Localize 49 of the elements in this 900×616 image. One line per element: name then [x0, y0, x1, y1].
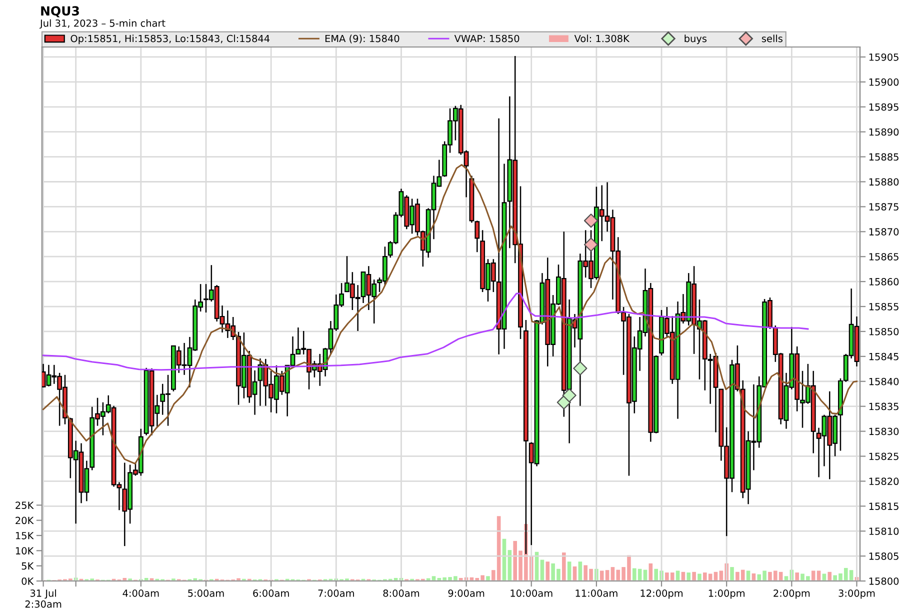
y-tick-label: 15885	[869, 153, 898, 161]
y-tick-label: 15805	[869, 552, 898, 560]
y-tick-label: 15870	[869, 228, 899, 236]
x-tick-label: 7:00am	[318, 590, 354, 597]
x-tick-label: 10:00am	[510, 590, 552, 597]
y-tick-label: 15855	[869, 302, 898, 310]
y-tick-label: 15860	[869, 278, 899, 286]
y-tick-label: 15850	[869, 328, 899, 336]
y-tick-label: 15830	[869, 428, 899, 436]
y-tick-label: 15865	[869, 253, 898, 260]
x-tick-label: 12:00pm	[640, 590, 683, 599]
y-tick-label: 15845	[869, 352, 898, 360]
x-tick-label: 2:00pm	[774, 590, 810, 599]
y-tick-label: 15820	[869, 478, 899, 486]
y2-tick-label: 25K	[16, 502, 34, 509]
y-tick-label: 15900	[869, 78, 899, 86]
x-tick-label: 4:00am	[122, 590, 159, 597]
x-tick-label: 6:00am	[253, 590, 289, 597]
x-tick-label: 31 Jul 2:30am	[25, 589, 62, 608]
y2-tick-label: 20K	[16, 516, 34, 524]
y-tick-label: 15890	[869, 128, 899, 136]
y-tick-label: 15825	[869, 452, 898, 460]
y-tick-label: 15880	[869, 178, 899, 186]
chart-title: NQU3	[41, 6, 79, 18]
y-tick-label: 15875	[869, 203, 898, 211]
legend-label: EMA (9): 15840	[325, 34, 400, 44]
x-tick-label: 11:00am	[576, 590, 618, 597]
y2-tick-label: 15K	[16, 532, 34, 540]
y-tick-label: 15840	[869, 378, 899, 386]
y2-tick-label: 10K	[16, 547, 34, 554]
y2-tick-label: 0K	[22, 577, 34, 585]
legend-label: buys	[684, 34, 707, 44]
y-tick-label: 15905	[869, 53, 898, 61]
y-tick-label: 15895	[869, 103, 898, 111]
legend-label: VWAP: 15850	[454, 34, 520, 42]
y-tick-label: 15810	[869, 528, 899, 535]
legend-label: Vol: 1.308K	[574, 34, 630, 42]
y-tick-label: 15815	[869, 502, 898, 510]
x-tick-label: 5:00am	[188, 590, 224, 597]
legend-label: sells	[762, 34, 782, 42]
x-tick-label: 1:00pm	[708, 590, 745, 599]
chart-subtitle: Jul 31, 2023 – 5-min chart	[39, 19, 166, 29]
x-tick-label: 9:00am	[448, 590, 484, 597]
y2-tick-label: 5K	[22, 562, 34, 570]
x-tick-label: 8:00am	[383, 590, 420, 597]
y-tick-label: 15835	[869, 402, 898, 410]
x-tick-label: 3:00pm	[838, 590, 875, 599]
y-tick-label: 15800	[869, 577, 899, 585]
legend-label: Op:15851, Hi:15853, Lo:15843, Cl:15844	[70, 34, 270, 44]
